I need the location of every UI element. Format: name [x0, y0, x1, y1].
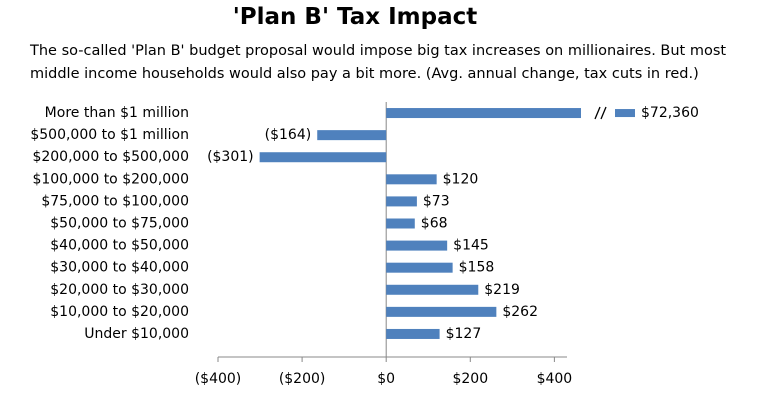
bar-stub [615, 109, 635, 118]
bar [386, 196, 417, 207]
value-label: $262 [502, 304, 538, 320]
y-tick-label: $10,000 to $20,000 [50, 304, 189, 320]
value-label: $73 [423, 193, 450, 209]
value-label: $219 [484, 282, 520, 298]
y-tick-label: $20,000 to $30,000 [50, 282, 189, 298]
y-tick-label: $200,000 to $500,000 [32, 149, 189, 165]
y-tick-label: $40,000 to $50,000 [50, 238, 189, 254]
x-tick-label: $0 [377, 371, 395, 387]
x-tick-label: $400 [537, 371, 573, 387]
bar [386, 306, 497, 317]
bar [386, 174, 437, 185]
bar [386, 108, 581, 119]
y-tick-label: $100,000 to $200,000 [32, 171, 189, 187]
bar [386, 284, 479, 295]
value-label: $158 [459, 260, 495, 276]
value-label: ($301) [207, 149, 254, 165]
y-tick-label: Under $10,000 [84, 326, 189, 342]
y-tick-label: $30,000 to $40,000 [50, 260, 189, 276]
bar [317, 130, 387, 141]
value-label: $120 [443, 171, 479, 187]
x-tick-label: $200 [452, 371, 488, 387]
value-label: ($164) [265, 127, 312, 143]
y-tick-label: $50,000 to $75,000 [50, 216, 189, 232]
axis-break [600, 106, 607, 120]
bar [386, 328, 440, 339]
x-tick-label: ($400) [195, 371, 242, 387]
y-tick-label: $500,000 to $1 million [30, 127, 189, 143]
chart-title: 'Plan B' Tax Impact [232, 4, 478, 30]
x-tick-label: ($200) [279, 371, 326, 387]
value-label: $68 [421, 216, 448, 232]
value-label: $72,360 [641, 105, 699, 121]
axis-break [594, 106, 601, 120]
bar [386, 218, 415, 229]
bar [259, 152, 387, 163]
y-tick-label: More than $1 million [45, 105, 189, 121]
value-label: $127 [446, 326, 482, 342]
chart-subtitle: The so-called 'Plan B' budget proposal w… [30, 43, 727, 82]
y-tick-label: $75,000 to $100,000 [41, 193, 189, 209]
bar [386, 240, 448, 251]
bar [386, 262, 453, 273]
value-label: $145 [453, 238, 489, 254]
